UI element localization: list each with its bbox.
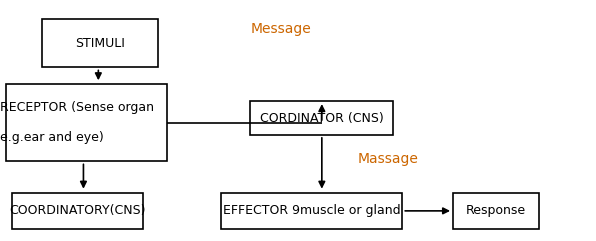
- Text: Message: Message: [250, 22, 311, 36]
- Text: Massage: Massage: [358, 152, 418, 166]
- Text: CORDINATOR (CNS): CORDINATOR (CNS): [260, 112, 384, 125]
- Bar: [250, 101, 393, 135]
- Text: STIMULI: STIMULI: [75, 37, 125, 50]
- Bar: [42, 19, 158, 67]
- Bar: [6, 84, 167, 161]
- Bar: [453, 193, 539, 229]
- Text: EFFECTOR 9muscle or gland: EFFECTOR 9muscle or gland: [222, 204, 401, 217]
- Bar: [12, 193, 143, 229]
- Text: RECEPTOR (Sense organ

e.g.ear and eye): RECEPTOR (Sense organ e.g.ear and eye): [0, 101, 154, 144]
- Bar: [221, 193, 402, 229]
- Text: COORDINATORY(CNS): COORDINATORY(CNS): [9, 204, 146, 217]
- Text: Response: Response: [466, 204, 526, 217]
